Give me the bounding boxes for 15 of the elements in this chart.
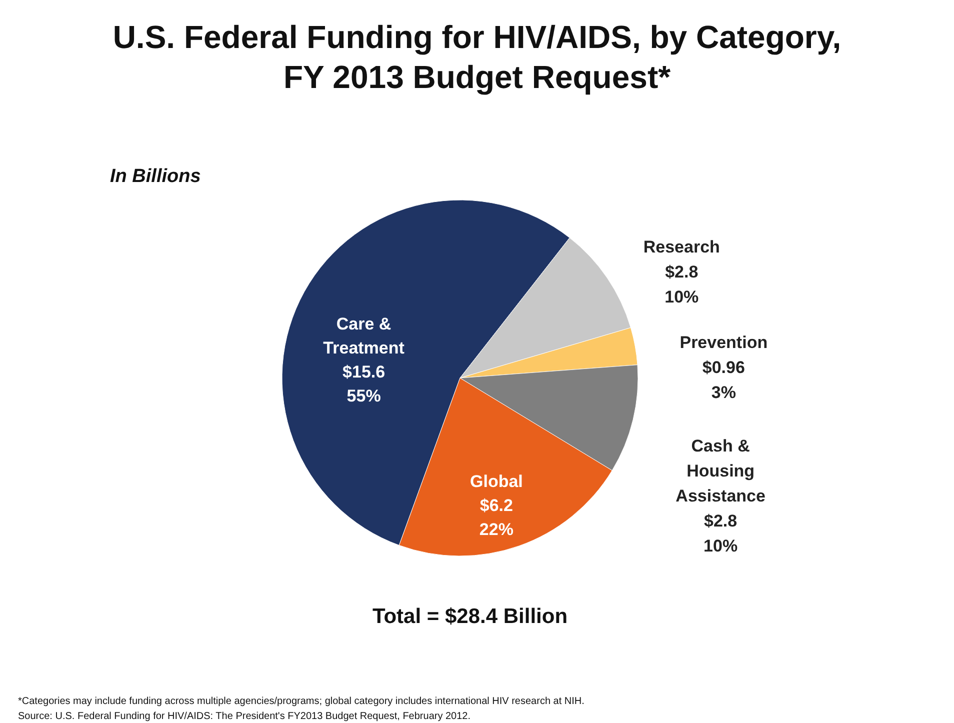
source-note: Source: U.S. Federal Funding for HIV/AIDS: The President's FY2013 Budget Request, February 2012. [18, 711, 471, 722]
slice-label: Cash & Housing Assistance [676, 436, 766, 506]
data-label: $6.2 22% [479, 496, 514, 539]
slice-label: Global [470, 472, 523, 491]
text: *Categories may include funding across multiple agencies/programs; global category includes international HIV research at NIH. [18, 696, 584, 707]
data-label: $2.8 10% [704, 511, 738, 556]
data-label: $15.6 55% [342, 362, 386, 406]
text: Total = $28.4 Billion [372, 605, 568, 628]
slice-label: Research [643, 237, 720, 256]
data-label: $2.8 10% [664, 262, 699, 306]
data-label: $0.96 3% [702, 358, 745, 402]
slice-label: Prevention [680, 333, 768, 352]
chart-title: U.S. Federal Funding for HIV/AIDS, by Category, FY 2013 Budget Request* [112, 19, 842, 95]
slice-label: Care & Treatment [323, 314, 405, 358]
chart-subtitle: In Billions [110, 166, 201, 187]
